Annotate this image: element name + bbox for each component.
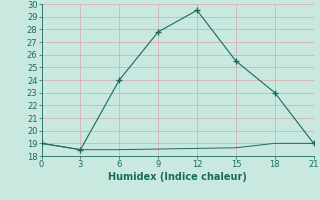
X-axis label: Humidex (Indice chaleur): Humidex (Indice chaleur) (108, 172, 247, 182)
